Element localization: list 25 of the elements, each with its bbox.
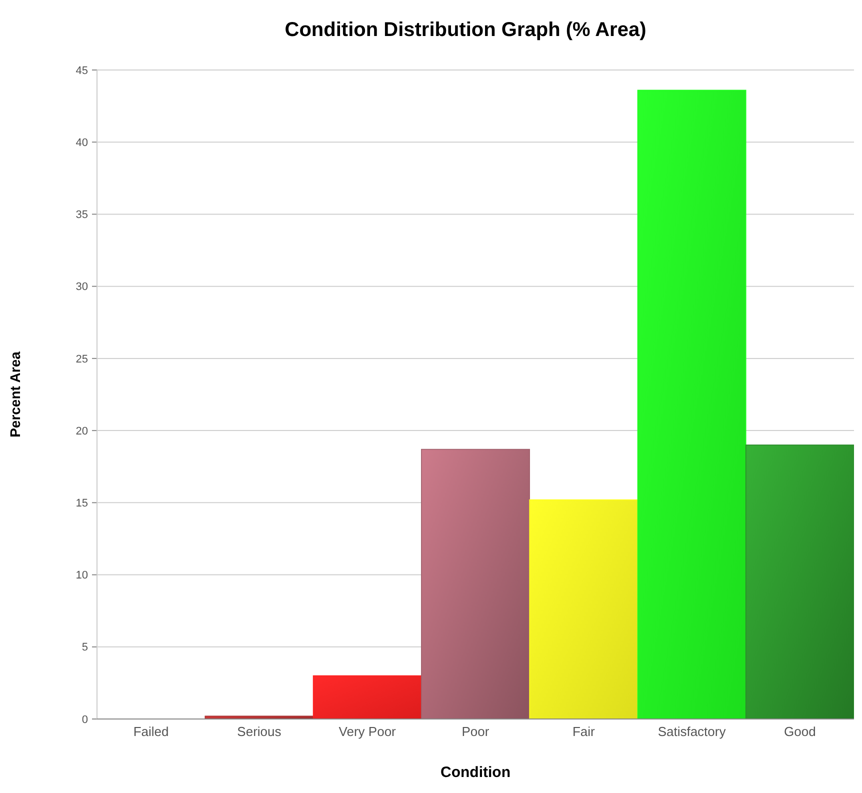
y-tick-label: 0 bbox=[82, 714, 88, 726]
y-tick-label: 25 bbox=[76, 353, 88, 366]
y-tick-label: 15 bbox=[76, 498, 88, 510]
bar bbox=[637, 90, 746, 720]
y-tick-label: 10 bbox=[76, 570, 88, 582]
y-tick-label: 20 bbox=[76, 425, 88, 438]
bar bbox=[529, 499, 638, 720]
x-tick-label: Good bbox=[784, 724, 816, 739]
chart-title: Condition Distribution Graph (% Area) bbox=[284, 19, 646, 41]
x-tick-label: Fair bbox=[572, 724, 596, 739]
bar bbox=[312, 675, 422, 720]
y-tick-label: 45 bbox=[76, 64, 88, 77]
y-tick-label: 40 bbox=[76, 136, 88, 149]
bar bbox=[421, 448, 530, 720]
x-tick-label: Failed bbox=[133, 724, 169, 739]
y-axis-title: Percent Area bbox=[7, 351, 23, 438]
y-tick-label: 35 bbox=[76, 209, 88, 222]
bar bbox=[745, 444, 854, 720]
y-tick-label: 5 bbox=[82, 642, 88, 654]
x-tick-label: Serious bbox=[237, 724, 282, 739]
x-axis-title: Condition bbox=[440, 764, 510, 781]
x-tick-label: Poor bbox=[462, 724, 490, 739]
y-tick-label: 30 bbox=[76, 281, 88, 294]
x-tick-label: Very Poor bbox=[338, 724, 397, 739]
x-tick-label: Satisfactory bbox=[658, 724, 726, 739]
